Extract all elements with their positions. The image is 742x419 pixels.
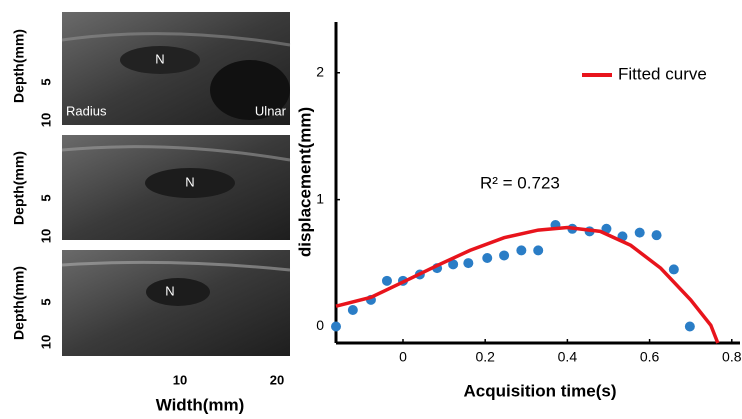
x-tick-label: 0 (399, 349, 407, 365)
y-axis-label: Depth(mm) (11, 266, 27, 340)
y-tick-label: 5 (38, 78, 53, 85)
data-point (668, 264, 679, 275)
nerve-label: N (155, 51, 164, 66)
nerve-label: N (165, 283, 174, 298)
y-axis-label: displacement(mm) (295, 107, 314, 257)
data-point (516, 245, 527, 256)
x-tick-label: 10 (173, 372, 187, 387)
data-point (499, 250, 510, 261)
y-tick-label: 5 (38, 298, 53, 305)
data-point (347, 305, 358, 316)
y-tick-label: 0 (316, 317, 324, 333)
y-tick-label: 1 (316, 190, 324, 206)
data-point (482, 252, 493, 263)
data-point (684, 321, 695, 332)
radius-label: Radius (66, 103, 107, 118)
x-axis-label: Acquisition time(s) (463, 381, 616, 400)
data-point (651, 230, 662, 241)
data-point (331, 321, 341, 332)
x-tick-label: 20 (270, 372, 284, 387)
x-tick-label: 0.2 (475, 349, 495, 365)
ulnar-label: Ulnar (255, 103, 287, 118)
ultrasound-panel: N Radius Ulnar (61, 12, 291, 125)
data-point (448, 259, 459, 270)
data-point (463, 258, 474, 269)
x-tick-label: 0.6 (640, 349, 660, 365)
x-tick-label: 0.8 (722, 349, 742, 365)
y-tick-label: 5 (38, 194, 53, 201)
x-tick-label: 0.4 (558, 349, 578, 365)
nerve-label: N (185, 174, 194, 189)
y-tick-label: 10 (38, 113, 53, 127)
data-point (381, 275, 392, 286)
ultrasound-panel: N (61, 250, 291, 356)
y-tick-label: 2 (316, 63, 324, 79)
data-point (533, 245, 544, 256)
ultrasound-panel: N (61, 135, 291, 240)
fitted-curve (335, 225, 720, 344)
y-tick-label: 10 (38, 229, 53, 243)
data-point (634, 227, 645, 238)
y-axis-label: Depth(mm) (11, 29, 27, 103)
annotation: R² = 0.723 (480, 173, 560, 192)
x-axis-label: Width(mm) (156, 395, 245, 414)
legend-label: Fitted curve (618, 64, 707, 83)
y-axis-label: Depth(mm) (11, 151, 27, 225)
y-tick-label: 10 (38, 335, 53, 349)
chart: displacement(mm) Acquisition time(s) R² … (295, 22, 742, 400)
